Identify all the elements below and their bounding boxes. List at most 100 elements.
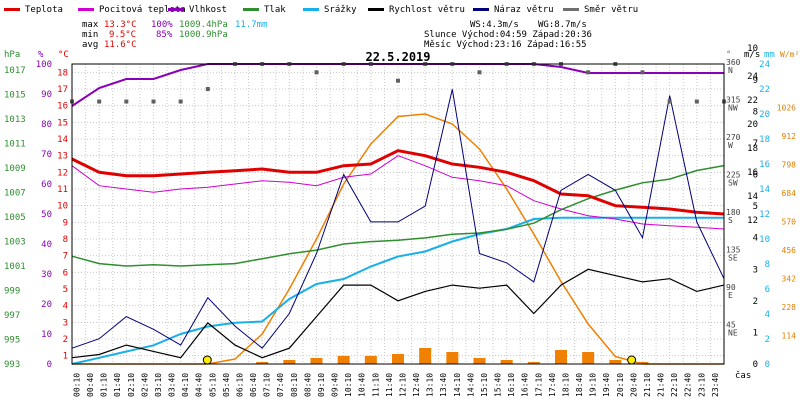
legend-label: Teplota bbox=[25, 5, 63, 15]
legend-label: Rychlost větru bbox=[389, 5, 465, 15]
x-tick-label: 16:10 bbox=[507, 373, 516, 397]
axis-ticks: 1017101510131011100910071005100310019999… bbox=[4, 44, 796, 397]
tick-label-percent: 10 bbox=[41, 330, 52, 340]
stats-wind-gust: WG:8.7m/s bbox=[538, 20, 587, 30]
x-tick-label: 10:10 bbox=[344, 373, 353, 397]
tick-label-mm: 10 bbox=[759, 235, 770, 245]
tick-label-hpa: 1013 bbox=[4, 115, 26, 125]
tick-label-celsius: 11 bbox=[57, 185, 68, 195]
axis-unit-celsius: °C bbox=[58, 50, 69, 60]
tick-label-percent: 30 bbox=[41, 270, 52, 280]
axis-unit-hpa: hPa bbox=[4, 50, 20, 60]
tick-label-direction-name: SW bbox=[728, 179, 738, 188]
tick-label-wm2: 228 bbox=[782, 303, 797, 312]
x-tick-label: 07:40 bbox=[276, 373, 285, 397]
stats-block: max 13.3°C 100% 1009.4hPa 11.7mm min 9.5… bbox=[82, 20, 592, 50]
tick-label-hpa: 1017 bbox=[4, 66, 26, 76]
x-tick-label: 21:10 bbox=[643, 373, 652, 397]
legend-item-precipitation: Srážky bbox=[303, 5, 357, 15]
tick-label-mm: 2 bbox=[765, 335, 770, 345]
tick-label-hpa: 1011 bbox=[4, 140, 26, 150]
x-tick-label: 05:40 bbox=[222, 373, 231, 397]
tick-label-celsius: 18 bbox=[57, 68, 68, 78]
tick-label-ms: 2 bbox=[753, 297, 758, 307]
tick-label-percent: 70 bbox=[41, 150, 52, 160]
x-tick-label: 20:40 bbox=[629, 373, 638, 397]
tick-label-hpa: 1007 bbox=[4, 189, 26, 199]
x-tick-label: 06:40 bbox=[249, 373, 258, 397]
x-tick-label: 18:10 bbox=[561, 373, 570, 397]
stats-max-label: max bbox=[82, 20, 99, 30]
wind-direction-marker bbox=[151, 99, 156, 104]
tick-label-ms: 7 bbox=[753, 139, 758, 149]
x-tick-label: 12:10 bbox=[398, 373, 407, 397]
wind-direction-marker bbox=[178, 99, 183, 104]
tick-label-wm2: 1026 bbox=[777, 104, 796, 113]
tick-label-percent: 40 bbox=[41, 240, 52, 250]
legend-swatch bbox=[78, 8, 94, 11]
x-tick-label: 09:10 bbox=[317, 373, 326, 397]
precip-rate-bar bbox=[283, 360, 296, 364]
tick-label-percent: 50 bbox=[41, 210, 52, 220]
temperature-line bbox=[71, 149, 725, 216]
wind-direction-marker bbox=[694, 99, 699, 104]
wind-direction-marker bbox=[314, 70, 319, 75]
x-tick-label: 19:10 bbox=[589, 373, 598, 397]
wind-direction-marker bbox=[205, 87, 210, 91]
tick-label-mm: 18 bbox=[759, 135, 770, 145]
tick-label-hpa: 1005 bbox=[4, 213, 26, 223]
legend-item-temperature: Teplota bbox=[4, 5, 63, 15]
x-tick-label: 22:40 bbox=[684, 373, 693, 397]
tick-label-hpa: 993 bbox=[4, 360, 20, 370]
legend-item-wind-gust: Náraz větru bbox=[473, 5, 554, 15]
precip-rate-bar bbox=[555, 350, 567, 364]
tick-label-ms: 12 bbox=[747, 216, 758, 226]
x-tick-label: 09:40 bbox=[331, 373, 340, 397]
grid bbox=[71, 64, 725, 364]
precip-rate-bar bbox=[636, 362, 649, 364]
precip-rate-bar bbox=[473, 358, 486, 364]
precip-rate-bar bbox=[446, 352, 459, 364]
precip-rate-bar bbox=[392, 354, 404, 364]
precip-rate-bar bbox=[582, 352, 595, 364]
tick-label-celsius: 7 bbox=[63, 252, 68, 262]
tick-label-celsius: 14 bbox=[57, 135, 68, 145]
x-tick-label: 15:10 bbox=[480, 373, 489, 397]
x-tick-label: 04:40 bbox=[195, 373, 204, 397]
x-tick-label: 17:10 bbox=[534, 373, 543, 397]
tick-label-direction-name: SE bbox=[728, 254, 738, 263]
x-tick-label: 23:40 bbox=[711, 373, 720, 397]
x-tick-label: 13:40 bbox=[439, 373, 448, 397]
tick-label-wm2: 912 bbox=[782, 132, 797, 141]
chart-title: 22.5.2019 bbox=[365, 50, 430, 64]
wind-direction-marker bbox=[640, 70, 645, 75]
x-tick-label: 16:40 bbox=[521, 373, 530, 397]
tick-label-direction-deg: 225 bbox=[726, 171, 741, 180]
tick-label-celsius: 8 bbox=[63, 235, 68, 245]
tick-label-ms: 1 bbox=[753, 328, 758, 338]
wind-direction-marker bbox=[586, 70, 591, 75]
tick-label-celsius: 12 bbox=[57, 168, 68, 178]
legend-label: Pocitová teplota bbox=[99, 5, 186, 15]
x-tick-label: 05:10 bbox=[208, 373, 217, 397]
legend-label: Tlak bbox=[264, 5, 286, 15]
x-tick-label: 21:40 bbox=[657, 373, 666, 397]
x-tick-label: 08:10 bbox=[290, 373, 299, 397]
tick-label-hpa: 999 bbox=[4, 287, 20, 297]
wind-speed-line bbox=[71, 268, 725, 359]
tick-label-mm: 20 bbox=[759, 110, 770, 120]
axis-unit-percent: % bbox=[38, 50, 44, 60]
tick-label-wm2: 342 bbox=[782, 275, 797, 284]
tick-label-direction-name: N bbox=[728, 66, 733, 75]
x-tick-label: 23:10 bbox=[697, 373, 706, 397]
stats-min-pressure: 1000.9hPa bbox=[179, 30, 228, 40]
tick-label-mm: 14 bbox=[759, 185, 770, 195]
stats-max-temp: 13.3°C bbox=[104, 20, 137, 30]
legend-label: Náraz větru bbox=[494, 5, 554, 15]
tick-label-ms: 22 bbox=[747, 96, 758, 106]
stats-max-rain: 11.7mm bbox=[235, 20, 268, 30]
precipitation-line bbox=[71, 216, 724, 365]
tick-label-hpa: 1009 bbox=[4, 164, 26, 174]
stats-moon: Měsíc Východ:23:16 Západ:16:55 bbox=[424, 40, 587, 50]
axis-unit-ms: m/s bbox=[744, 50, 760, 60]
